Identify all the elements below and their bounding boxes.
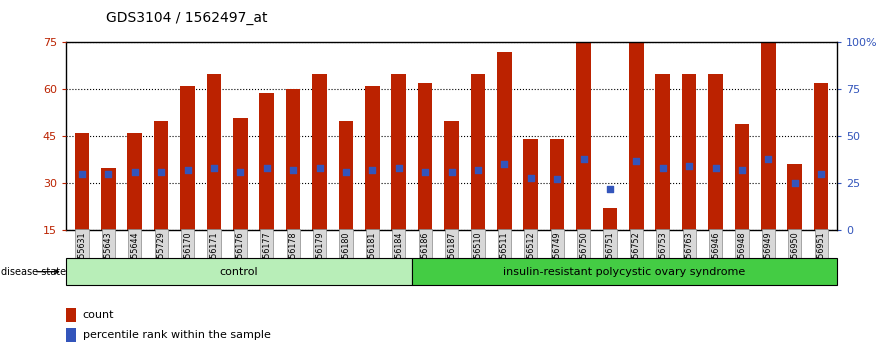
Point: [366, 167, 380, 173]
Bar: [629, 21, 644, 230]
Point: [603, 186, 617, 192]
Text: count: count: [83, 310, 115, 320]
Text: insulin-resistant polycystic ovary syndrome: insulin-resistant polycystic ovary syndr…: [503, 267, 745, 277]
Point: [550, 177, 564, 182]
Point: [761, 156, 775, 162]
Bar: [470, 74, 485, 230]
Point: [101, 171, 115, 177]
Point: [788, 180, 802, 186]
Bar: [391, 74, 406, 230]
Bar: [418, 83, 433, 230]
Bar: [708, 74, 722, 230]
Point: [286, 167, 300, 173]
Bar: [233, 118, 248, 230]
Bar: [603, 208, 618, 230]
Point: [313, 165, 327, 171]
Text: control: control: [219, 267, 258, 277]
Bar: [576, 27, 591, 230]
Bar: [101, 167, 115, 230]
Text: percentile rank within the sample: percentile rank within the sample: [83, 330, 270, 340]
Point: [814, 171, 828, 177]
Point: [75, 171, 89, 177]
Point: [655, 165, 670, 171]
Bar: [788, 164, 802, 230]
Bar: [207, 74, 221, 230]
Bar: [761, 21, 775, 230]
Point: [523, 175, 537, 181]
Point: [735, 167, 749, 173]
Point: [576, 156, 590, 162]
Bar: [181, 86, 195, 230]
Point: [339, 169, 353, 175]
Bar: [154, 121, 168, 230]
Point: [128, 169, 142, 175]
Bar: [550, 139, 565, 230]
Bar: [338, 121, 353, 230]
Point: [233, 169, 248, 175]
Point: [444, 169, 458, 175]
Point: [629, 158, 643, 164]
Bar: [312, 74, 327, 230]
Bar: [444, 121, 459, 230]
Point: [418, 169, 433, 175]
Bar: [655, 74, 670, 230]
Point: [708, 165, 722, 171]
Point: [682, 164, 696, 169]
Bar: [735, 124, 749, 230]
Bar: [497, 52, 512, 230]
Bar: [365, 86, 380, 230]
Bar: [523, 139, 538, 230]
Bar: [259, 92, 274, 230]
Point: [207, 165, 221, 171]
Point: [260, 165, 274, 171]
Bar: [75, 133, 89, 230]
Point: [154, 169, 168, 175]
Bar: [682, 74, 696, 230]
Point: [497, 161, 511, 167]
Point: [392, 165, 406, 171]
Point: [470, 167, 485, 173]
Bar: [66, 328, 76, 342]
Bar: [66, 258, 411, 285]
Bar: [411, 258, 837, 285]
Bar: [814, 83, 828, 230]
Bar: [66, 308, 76, 322]
Bar: [128, 133, 142, 230]
Point: [181, 167, 195, 173]
Text: disease state: disease state: [2, 267, 66, 277]
Text: GDS3104 / 1562497_at: GDS3104 / 1562497_at: [106, 11, 267, 25]
Bar: [285, 89, 300, 230]
